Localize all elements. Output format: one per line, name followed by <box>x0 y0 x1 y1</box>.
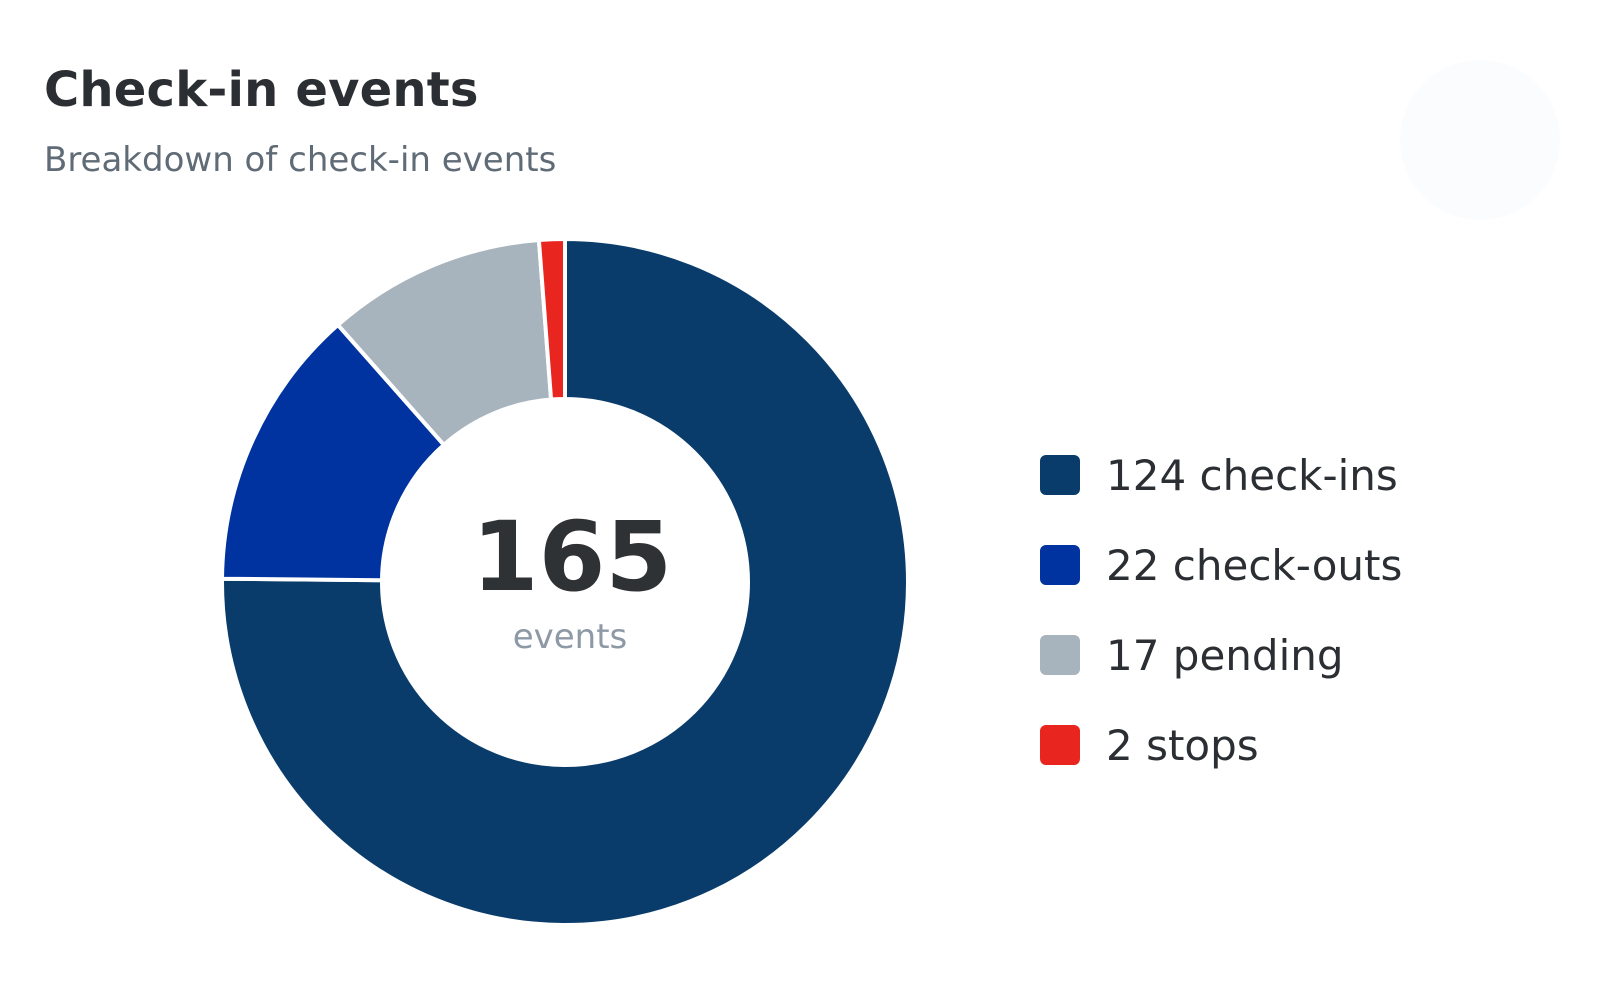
donut-chart: 165 events <box>220 237 910 927</box>
center-label: events <box>513 617 628 657</box>
chart-legend: 124 check-ins 22 check-outs 17 pending 2 st… <box>1040 430 1402 790</box>
decorative-circle <box>1400 60 1560 220</box>
legend-item-check-ins[interactable]: 124 check-ins <box>1040 430 1402 520</box>
legend-label-pending: 17 pending <box>1106 630 1344 680</box>
legend-label-check-ins: 124 check-ins <box>1106 450 1398 500</box>
legend-item-pending[interactable]: 17 pending <box>1040 610 1402 700</box>
legend-label-stops: 2 stops <box>1106 720 1259 770</box>
legend-swatch-check-ins <box>1040 455 1080 495</box>
legend-label-check-outs: 22 check-outs <box>1106 540 1403 590</box>
legend-item-stops[interactable]: 2 stops <box>1040 700 1402 790</box>
donut-slices <box>220 237 910 927</box>
legend-item-check-outs[interactable]: 22 check-outs <box>1040 520 1402 610</box>
center-total: 165 <box>472 501 672 613</box>
legend-swatch-check-outs <box>1040 545 1080 585</box>
legend-swatch-stops <box>1040 725 1080 765</box>
legend-swatch-pending <box>1040 635 1080 675</box>
chart-title: Check-in events <box>44 62 479 118</box>
donut-slice-check-ins[interactable] <box>220 237 910 927</box>
donut-slice-check-outs[interactable] <box>220 322 446 583</box>
chart-subtitle: Breakdown of check-in events <box>44 140 557 180</box>
donut-slice-stops[interactable] <box>536 237 567 402</box>
